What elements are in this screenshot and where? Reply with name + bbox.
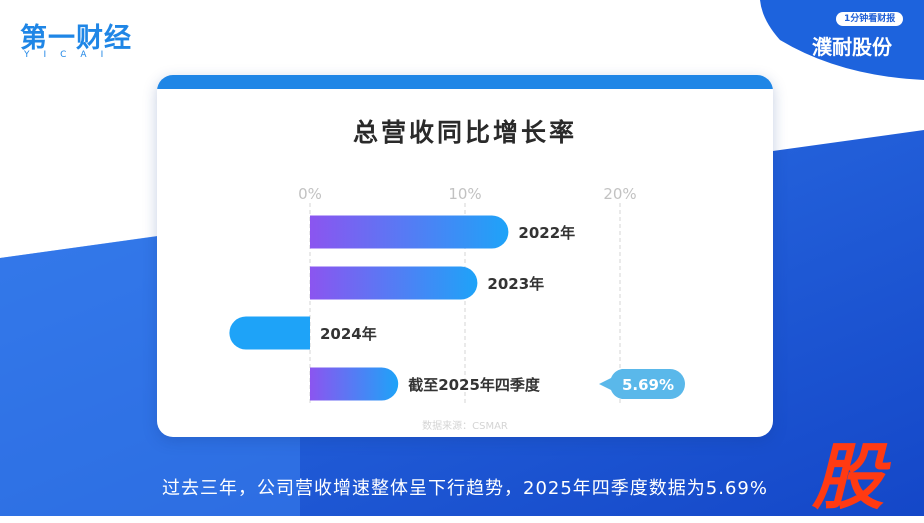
corner-title: 濮耐股份: [812, 35, 892, 59]
x-tick-label: 20%: [603, 185, 636, 203]
bar: [310, 215, 509, 249]
card-top-bar: [157, 75, 773, 89]
category-label: 2022年: [518, 224, 575, 242]
bar: [310, 266, 478, 300]
x-tick-label: 0%: [298, 185, 322, 203]
x-tick-label: 10%: [448, 185, 481, 203]
corner-badge: 1分钟看财报: [836, 12, 904, 26]
bar: [229, 316, 310, 350]
data-source: 数据来源：CSMAR: [422, 421, 508, 432]
category-label: 2024年: [320, 325, 377, 343]
yicai-logo: 第一财经: [20, 23, 132, 54]
stock-character: 股: [812, 435, 885, 519]
bar: [310, 367, 399, 401]
yicai-logo-sub: YICAI: [24, 50, 118, 60]
value-label: 5.69%: [622, 376, 674, 394]
category-label: 截至2025年四季度: [408, 376, 541, 394]
chart-title: 总营收同比增长率: [352, 118, 577, 147]
chart-card: 总营收同比增长率 0% 10% 20% 2022年 2023年 2024年截至2025年四…: [157, 75, 773, 437]
category-label: 2023年: [487, 275, 544, 293]
caption-subtitle: 过去三年，公司营收增速整体呈下行趋势，2025年四季度数据为5.69%: [162, 478, 768, 499]
value-callout: [599, 369, 685, 399]
